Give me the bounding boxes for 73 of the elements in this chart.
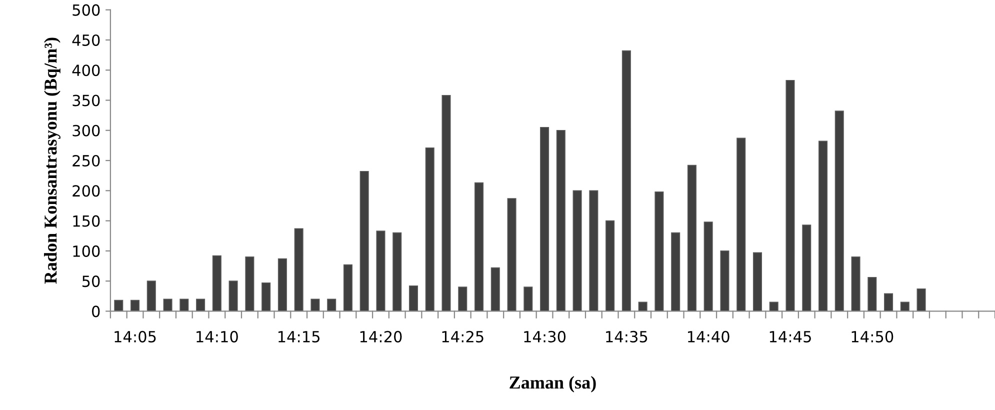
x-axis-title: Zaman (sa) xyxy=(510,376,596,392)
x-tick-label: 14:15 xyxy=(278,331,320,342)
y-tick-label: 0 xyxy=(92,306,100,318)
bar xyxy=(180,298,189,312)
bar xyxy=(736,138,746,312)
bar xyxy=(752,252,762,312)
bar xyxy=(474,182,484,312)
bar xyxy=(408,285,418,312)
bar xyxy=(327,298,336,312)
bar xyxy=(687,164,696,312)
bar xyxy=(834,110,844,312)
bar xyxy=(343,264,352,312)
bar xyxy=(425,147,434,312)
bar xyxy=(212,255,222,312)
y-tick-label: 100 xyxy=(73,245,100,257)
y-tick-label: 200 xyxy=(72,185,100,197)
bar xyxy=(490,267,500,312)
y-tick-label: 500 xyxy=(72,4,100,16)
x-tick-label: 14:25 xyxy=(442,330,484,342)
bar xyxy=(786,80,795,312)
y-tick-label: 350 xyxy=(72,94,100,106)
x-tick-label: 14:40 xyxy=(688,330,730,342)
x-tick-label: 14:30 xyxy=(524,330,566,342)
bar xyxy=(654,191,664,312)
bar xyxy=(196,298,206,312)
y-tick-label: 450 xyxy=(72,34,100,46)
y-tick-label: 50 xyxy=(82,276,100,288)
bar xyxy=(245,256,254,312)
bar xyxy=(114,300,124,312)
bar xyxy=(851,256,860,312)
bar xyxy=(294,228,304,312)
bar xyxy=(442,95,451,312)
bar xyxy=(262,282,271,312)
bar xyxy=(638,302,648,312)
bar xyxy=(916,288,926,312)
bar xyxy=(146,280,156,312)
bar xyxy=(392,232,402,312)
bar xyxy=(360,170,369,312)
x-tick-label: 14:10 xyxy=(196,330,238,342)
bar xyxy=(524,286,533,312)
bar xyxy=(163,298,172,312)
bar xyxy=(589,190,598,312)
y-tick-label: 150 xyxy=(73,215,100,227)
bar xyxy=(606,220,615,312)
bar xyxy=(720,250,730,312)
bar xyxy=(900,302,910,312)
bar xyxy=(704,222,713,312)
bar xyxy=(802,224,812,312)
bar xyxy=(884,293,894,312)
bar xyxy=(818,140,828,312)
bar xyxy=(130,300,140,312)
bar xyxy=(376,230,386,312)
x-tick-label: 14:35 xyxy=(606,330,648,342)
bar xyxy=(671,232,680,312)
bar xyxy=(868,277,877,312)
bar xyxy=(507,198,516,312)
x-tick-label: 14:05 xyxy=(114,330,156,342)
x-tick-label: 14:45 xyxy=(770,331,811,342)
y-axis-title: Radon Konsantrasyonu (Bq/m³) xyxy=(44,38,60,284)
bar xyxy=(458,286,468,312)
x-tick-label: 14:20 xyxy=(360,330,402,342)
bar xyxy=(278,258,287,312)
bar xyxy=(572,190,582,312)
bar xyxy=(622,50,631,312)
bar xyxy=(540,126,550,312)
bar xyxy=(228,280,238,312)
x-tick-label: 14:50 xyxy=(852,330,894,342)
y-tick-label: 250 xyxy=(72,154,100,167)
y-tick-label: 400 xyxy=(72,64,100,76)
y-tick-label: 300 xyxy=(72,124,100,136)
bar xyxy=(769,302,778,312)
bar xyxy=(556,130,566,312)
bar xyxy=(310,298,320,312)
